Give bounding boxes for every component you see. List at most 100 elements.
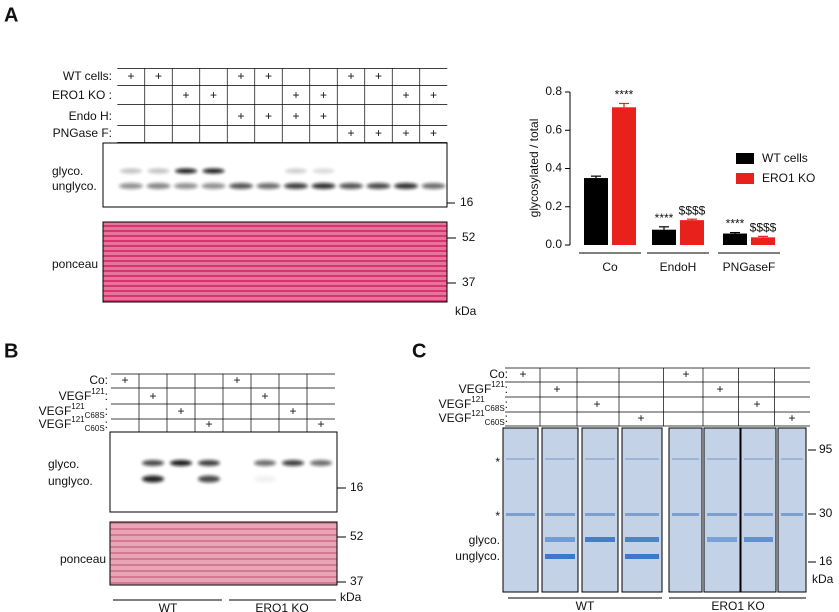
condition-label: WT cells: <box>63 69 112 83</box>
error-bar <box>659 226 669 230</box>
error-bar <box>758 235 768 238</box>
band-label: glyco. <box>52 164 83 178</box>
gel-band <box>672 513 699 516</box>
marker-label: 95 <box>819 442 833 456</box>
group-label: WT <box>576 599 595 612</box>
plus-mark: + <box>261 389 268 403</box>
gel-band <box>744 537 773 542</box>
band <box>284 183 308 189</box>
band <box>119 183 143 189</box>
gel-band <box>744 458 773 460</box>
plus-mark: + <box>237 109 244 123</box>
band <box>394 183 418 189</box>
band <box>339 183 363 189</box>
label-part: : <box>105 389 108 403</box>
bar <box>652 229 676 245</box>
gel-band <box>707 513 737 516</box>
band <box>175 168 197 174</box>
band-label: unglyco. <box>48 474 93 488</box>
marker-label: 30 <box>819 506 833 520</box>
gel-band <box>545 513 575 516</box>
plus-mark: + <box>292 88 299 102</box>
gel-lane <box>777 427 807 593</box>
plus-mark: + <box>753 397 760 411</box>
asterisk: * <box>495 455 500 469</box>
label-part: VEGF <box>39 417 72 431</box>
gel-band <box>625 458 659 460</box>
gel-band <box>506 513 535 516</box>
plus-mark: + <box>375 69 382 83</box>
significance: $$$$ <box>679 203 706 217</box>
gel-lane <box>581 427 619 593</box>
band <box>254 475 276 483</box>
x-tick-label: PNGaseF <box>723 260 776 274</box>
condition-label: ERO1 KO : <box>52 88 112 102</box>
band <box>229 183 253 189</box>
ponceau-label: ponceau <box>60 552 106 566</box>
significance: **** <box>655 211 674 225</box>
condition-label: VEGF121: <box>59 387 108 403</box>
gel-lane <box>703 427 741 593</box>
band <box>198 460 220 466</box>
gel-band <box>672 458 699 460</box>
label-part: : <box>505 411 508 425</box>
blot <box>102 142 448 208</box>
gel-band <box>625 537 659 542</box>
plus-mark: + <box>430 88 437 102</box>
gel-band <box>625 513 659 516</box>
bar <box>612 107 636 245</box>
gel-band <box>545 537 575 542</box>
gel-lane <box>621 427 663 593</box>
gel-band <box>585 458 615 460</box>
label-part: : <box>505 382 508 396</box>
marker-label: 37 <box>462 275 476 289</box>
label-part: 121 <box>91 387 105 396</box>
plus-mark: + <box>593 397 600 411</box>
band <box>202 168 225 174</box>
band <box>120 168 142 174</box>
y-tick-label: 0.2 <box>545 199 562 213</box>
label-part: C60S <box>485 418 505 427</box>
label-part: 121 <box>71 402 85 411</box>
label-part: 121 <box>491 380 505 389</box>
band <box>366 183 391 189</box>
band-label: unglyco. <box>52 179 97 193</box>
plus-mark: + <box>788 411 795 425</box>
band <box>256 183 281 189</box>
gel-band <box>707 458 737 460</box>
band <box>198 475 220 483</box>
condition-label: VEGF121C68S: <box>439 395 508 413</box>
unit-label: kDa <box>812 572 834 586</box>
gel-band <box>585 513 615 516</box>
condition-label: VEGF121C60S: <box>39 415 108 433</box>
band <box>170 460 192 466</box>
band <box>174 183 198 189</box>
label-part: VEGF <box>459 382 492 396</box>
plus-mark: + <box>320 109 327 123</box>
panel-label: A <box>4 4 18 26</box>
label-part: : <box>105 417 108 431</box>
condition-label: Co: <box>89 373 108 387</box>
ponceau-blot <box>109 521 338 586</box>
plus-mark: + <box>292 109 299 123</box>
band <box>310 460 332 466</box>
asterisk: * <box>495 509 500 523</box>
label-part: VEGF <box>39 404 72 418</box>
label-part: : <box>105 404 108 418</box>
plus-mark: + <box>149 389 156 403</box>
label-part: C68S <box>485 404 505 413</box>
label-part: VEGF <box>59 389 92 403</box>
band <box>421 183 446 189</box>
band-label: glyco. <box>469 533 500 547</box>
plus-mark: + <box>121 373 128 387</box>
group-label: ERO1 KO <box>255 601 308 612</box>
gel-band <box>506 458 535 460</box>
plus-mark: + <box>716 382 723 396</box>
group-label: ERO1 KO <box>711 599 764 612</box>
label-part: 121 <box>471 409 485 418</box>
plus-mark: + <box>177 404 184 418</box>
significance: **** <box>615 88 634 102</box>
condition-label: VEGF121: <box>459 380 508 396</box>
x-tick-label: Co <box>602 260 618 274</box>
gel-lane <box>502 427 539 593</box>
